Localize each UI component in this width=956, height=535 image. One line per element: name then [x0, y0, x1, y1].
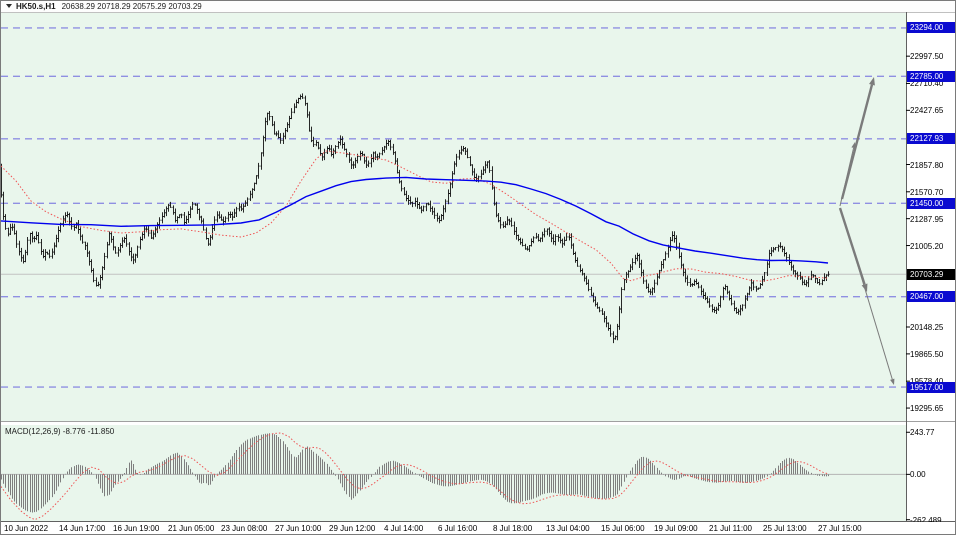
time-tick-label: 14 Jun 17:00: [59, 524, 106, 533]
price-tick-label: 22710.40: [910, 79, 944, 89]
price-tick-label: 19295.65: [910, 404, 944, 414]
time-tick-label: 13 Jul 04:00: [546, 524, 590, 533]
trend-arrow-line: [840, 84, 874, 200]
time-tick-label: 10 Jun 2022: [4, 524, 49, 533]
price-tick-label: 20148.25: [910, 323, 944, 332]
price-tick-label: 22997.50: [910, 52, 944, 62]
price-tick-label: 22427.65: [910, 106, 944, 116]
chart-symbol-period: HK50.s,H1: [16, 2, 56, 11]
price-axis[interactable]: 22997.50 22710.40 22427.65 21857.80 21570.70…: [907, 1, 955, 525]
price-tick-label: 21570.70: [910, 187, 944, 197]
trend-arrow-head: [890, 378, 895, 385]
price-bars-series: [1, 93, 830, 344]
trend-arrow-head: [869, 77, 875, 86]
time-tick-label: 21 Jul 11:00: [709, 524, 752, 533]
price-tick-label: 21005.20: [910, 241, 944, 251]
macd-scale-label: 243.77: [910, 428, 935, 438]
time-tick-label: 19 Jul 09:00: [654, 524, 698, 533]
price-tick-label: 21857.80: [910, 160, 944, 170]
chart-title-bar: HK50.s,H1 20638.29 20718.29 20575.29 2070…: [1, 1, 955, 12]
current-price-badge: 20703.29: [907, 268, 955, 280]
time-tick-label: 23 Jun 08:00: [221, 524, 268, 533]
macd-scale-label: 0.00: [910, 470, 926, 480]
price-tick-label: 19865.50: [910, 349, 944, 359]
macd-indicator-label: MACD(12,26,9) -8.776 -11.850: [5, 427, 115, 436]
time-axis[interactable]: 10 Jun 2022 14 Jun 17:00 16 Jun 19:00 21 Ju…: [1, 522, 955, 534]
price-tick-label: 21287.95: [910, 214, 944, 224]
time-tick-label: 6 Jul 16:00: [438, 524, 478, 533]
price-level-badge: 20467.00: [907, 291, 955, 303]
price-level-badge: 21450.00: [907, 197, 955, 209]
main-plot-background: [1, 12, 906, 421]
macd-scale-label: -262.489: [910, 515, 942, 525]
time-tick-label: 29 Jun 12:00: [329, 524, 376, 533]
time-tick-label: 21 Jun 05:00: [168, 524, 215, 533]
macd-histogram-series: [1, 433, 829, 513]
time-tick-label: 16 Jun 19:00: [113, 524, 160, 533]
time-tick-label: 27 Jun 10:00: [275, 524, 322, 533]
trend-arrow-line: [848, 235, 893, 380]
one-click-trading-arrow-icon[interactable]: [6, 4, 12, 9]
price-level-badge: 22127.93: [907, 133, 955, 145]
time-tick-label: 4 Jul 14:00: [384, 524, 424, 533]
price-level-badge: 19517.00: [907, 381, 955, 393]
chart-ohlc-values: 20638.29 20718.29 20575.29 20703.29: [61, 2, 202, 11]
time-tick-label: 15 Jul 06:00: [601, 524, 645, 533]
price-level-badge: 22785.00: [907, 70, 955, 82]
ma-fast-red-line: [1, 150, 829, 282]
time-tick-label: 8 Jul 18:00: [493, 524, 533, 533]
ma-slow-blue-line: [1, 176, 829, 264]
time-tick-label: 25 Jul 13:00: [763, 524, 807, 533]
price-level-badge: 23294.00: [907, 22, 955, 34]
macd-signal-line: [1, 432, 830, 521]
time-tick-label: 27 Jul 15:00: [818, 524, 862, 533]
